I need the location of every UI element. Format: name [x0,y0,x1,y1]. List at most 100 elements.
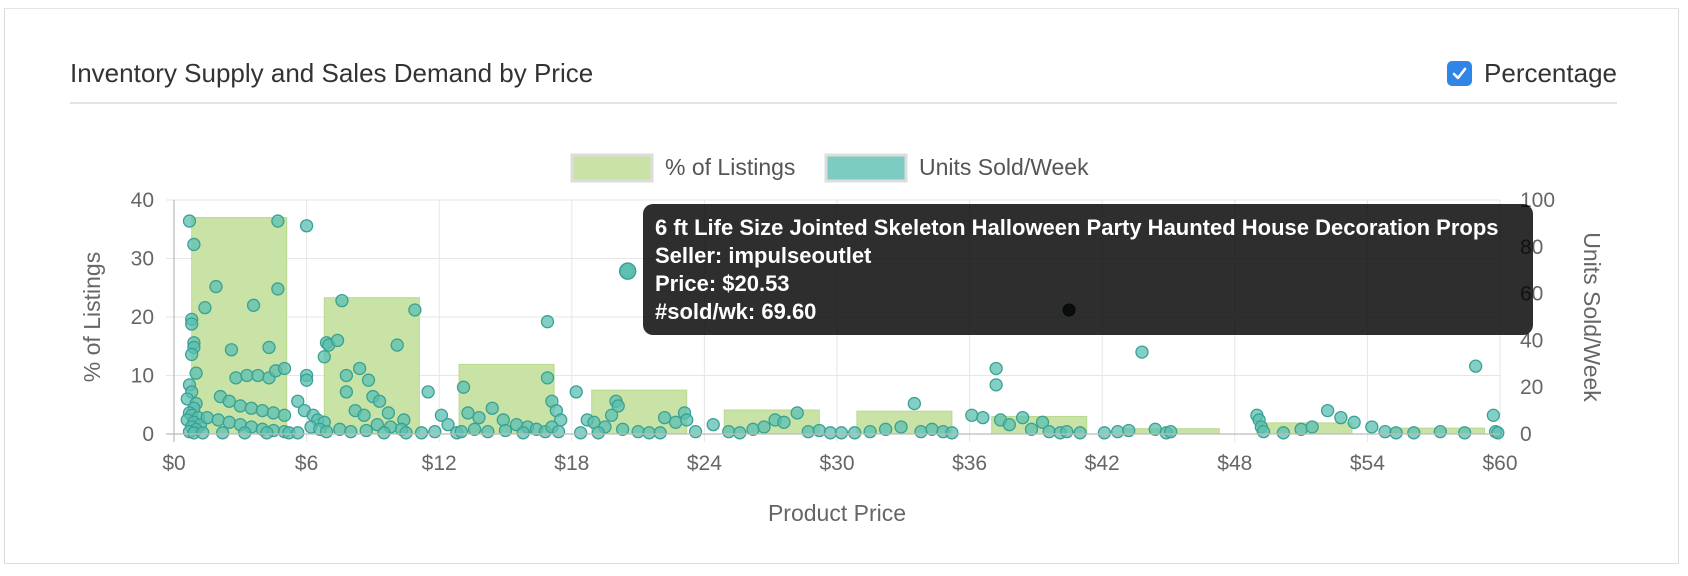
legend-label: % of Listings [665,154,795,180]
sales-point [330,333,345,348]
sales-point [260,426,274,440]
percentage-checkbox[interactable] [1447,61,1473,86]
y-right-tick-label: 40 [1520,329,1543,352]
sales-point [907,396,921,411]
sales-point [540,315,555,329]
axes: $0 $6 $12 $18 $24 $30 $36 $42 $48 $54 $60010203040… [79,189,1605,526]
sales-point [604,408,619,422]
sales-point [339,385,354,399]
x-tick-label: $0 [162,452,185,475]
sales-point [669,415,683,429]
sales-point [1111,425,1125,439]
sales-point [222,415,236,429]
x-tick-label: $36 [952,452,987,475]
sales-point [611,399,625,413]
sales-point [812,423,826,438]
sales-point [989,378,1003,392]
sales-point [238,426,252,440]
sales-point [823,426,838,440]
sales-point [472,410,486,425]
x-tick-label: $18 [554,452,589,475]
sales-point [1334,410,1348,425]
sales-point [390,338,404,352]
sales-point [485,401,499,415]
sales-point [976,410,990,425]
sales-point [335,293,349,308]
y-left-tick-label: 20 [131,306,154,329]
sales-point [344,425,358,439]
sales-point [187,237,201,252]
y-left-tick-label: 30 [131,248,154,271]
sales-point [1407,426,1421,440]
sales-point [653,426,667,440]
sales-point [1433,425,1447,439]
y-right-tick-label: 20 [1520,376,1543,399]
sales-point [790,406,804,420]
sales-point [428,425,442,439]
x-tick-label: $54 [1350,452,1385,475]
sales-point [229,371,243,385]
sales-point [215,426,230,440]
sales-point [516,426,530,440]
x-tick-label: $12 [422,452,457,475]
sales-point [211,413,225,427]
sales-point [706,417,720,432]
sales-point [540,371,555,385]
percentage-toggle[interactable]: Percentage [1447,58,1617,89]
sales-point [224,343,239,357]
checkmark-icon [1452,67,1467,80]
sales-point [631,425,645,439]
sales-point [196,426,210,440]
sales-point [1365,420,1379,434]
point-tooltip: 6 ft Life Size Jointed Skeleton Hallowee… [643,204,1533,335]
sales-point [317,350,331,364]
y-left-tick-label: 0 [142,423,154,446]
sales-point [1457,426,1472,440]
highlighted-point [618,262,637,280]
sales-point [1073,426,1087,440]
sales-point [1035,415,1050,429]
sales-point [262,340,276,355]
sales-point [914,425,928,439]
tooltip-seller: Seller: impulseoutlet [655,243,872,268]
sales-point [680,413,694,427]
y-left-axis-title: % of Listings [79,252,105,382]
sales-point [319,425,334,439]
sales-point [421,385,435,399]
legend-label: Units Sold/Week [919,154,1089,180]
tooltip-product-name: 6 ft Life Size Jointed Skeleton Hallowee… [655,215,1499,240]
sales-point [209,279,223,294]
sales-point [299,219,314,233]
sales-point [233,399,247,413]
sales-point [454,425,468,439]
sales-point [1320,403,1335,418]
sales-point [801,425,815,439]
sales-point [359,423,373,438]
sales-point [1486,408,1501,422]
sales-point [271,214,285,228]
sales-point [757,420,771,434]
listing-bar [323,297,420,435]
sales-point [399,426,413,440]
legend[interactable]: % of Listings Units Sold/Week [570,153,1089,183]
sales-point [372,394,387,408]
y-right-tick-label: 0 [1520,423,1532,446]
sales-point [185,317,199,331]
y-right-axis-title: Units Sold/Week [1579,232,1605,402]
x-tick-label: $42 [1085,452,1120,475]
sales-point [266,406,281,420]
sales-point [1097,426,1112,440]
sales-point [1042,425,1056,439]
sales-point [1135,345,1149,359]
sales-point [456,380,471,394]
sales-point [481,425,495,439]
sales-point [461,406,475,420]
legend-swatch [824,153,908,183]
sales-point [352,361,367,376]
sales-points [180,214,1505,440]
sales-point [1389,426,1403,440]
sales-point [434,408,449,422]
chart-header: Inventory Supply and Sales Demand by Pri… [70,50,1617,104]
tooltip-sold: #sold/wk: 69.60 [655,299,817,324]
sales-point [271,282,285,296]
